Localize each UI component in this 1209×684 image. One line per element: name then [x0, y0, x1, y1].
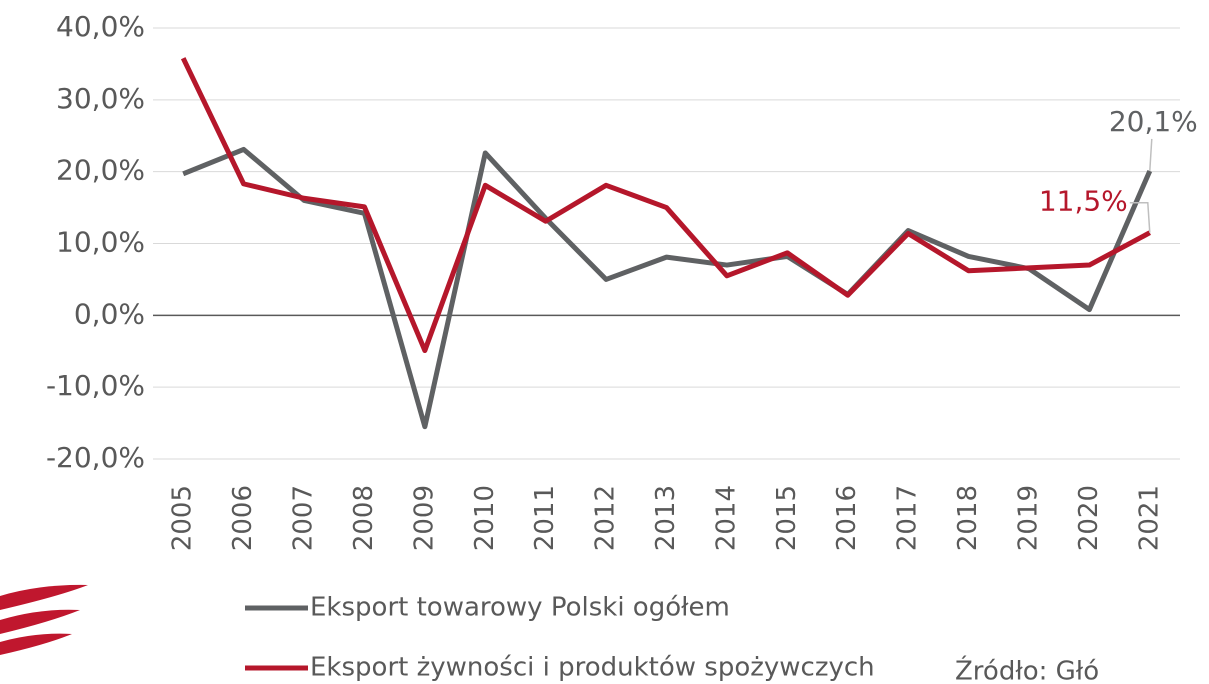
x-tick-label: 2016: [832, 485, 862, 551]
x-tick-label: 2017: [893, 485, 923, 551]
x-tick-label: 2012: [591, 485, 621, 551]
y-tick-label: 0,0%: [74, 297, 145, 330]
y-tick-label: 30,0%: [56, 82, 145, 115]
x-tick-label: 2013: [651, 485, 681, 551]
y-tick-label: -20,0%: [46, 441, 145, 474]
x-tick-label: 2006: [228, 485, 258, 551]
x-tick-label: 2008: [349, 485, 379, 551]
legend-label: Eksport towarowy Polski ogółem: [310, 593, 730, 623]
y-tick-label: 20,0%: [56, 154, 145, 187]
series-line: [182, 146, 1153, 430]
x-tick-label: 2007: [289, 485, 319, 551]
x-tick-label: 2014: [711, 485, 741, 551]
data-label: 11,5%: [1039, 185, 1128, 218]
x-tick-label: 2018: [953, 485, 983, 551]
leader-line: [1129, 201, 1151, 233]
y-tick-label: 40,0%: [56, 10, 145, 43]
x-tick-label: 2011: [530, 485, 560, 551]
x-tick-label: 2010: [470, 485, 500, 551]
logo: [0, 584, 88, 655]
x-tick-label: 2009: [409, 485, 439, 551]
x-tick-label: 2015: [772, 485, 802, 551]
x-tick-label: 2019: [1013, 485, 1043, 551]
leader-line: [1149, 138, 1153, 171]
y-tick-label: -10,0%: [46, 369, 145, 402]
y-tick-label: 10,0%: [56, 226, 145, 259]
series-line: [180, 57, 1151, 354]
x-tick-label: 2005: [168, 485, 198, 551]
source: Źródło: Głó: [955, 655, 1099, 684]
data-label: 20,1%: [1109, 105, 1198, 138]
legend-label: Eksport żywności i produktów spożywczych: [310, 653, 875, 683]
x-tick-label: 2021: [1134, 485, 1164, 551]
x-tick-label: 2020: [1074, 485, 1104, 551]
